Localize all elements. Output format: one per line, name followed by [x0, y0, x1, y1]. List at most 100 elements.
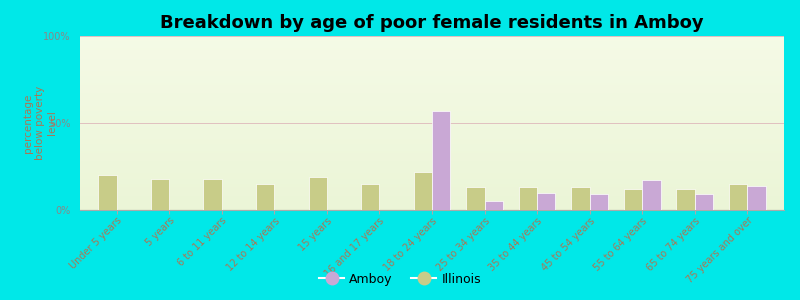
Bar [80, 188, 784, 189]
Bar [80, 100, 784, 102]
Bar [80, 36, 784, 38]
Bar [694, 194, 713, 210]
Bar [80, 46, 784, 48]
Bar [80, 60, 784, 62]
Bar [80, 109, 784, 111]
Bar [80, 201, 784, 203]
Bar [676, 189, 694, 210]
Bar [80, 125, 784, 127]
Bar [80, 172, 784, 173]
Bar [80, 168, 784, 170]
Bar [80, 127, 784, 128]
Bar [80, 156, 784, 158]
Bar [80, 196, 784, 198]
Bar [80, 193, 784, 194]
Bar [80, 80, 784, 81]
Bar [642, 180, 661, 210]
Bar [80, 73, 784, 74]
Bar [80, 137, 784, 139]
Bar [80, 198, 784, 200]
Bar [98, 175, 117, 210]
Bar [80, 38, 784, 40]
Bar [80, 121, 784, 123]
Bar [80, 167, 784, 168]
Bar [80, 81, 784, 83]
Bar [80, 128, 784, 130]
Bar [361, 184, 379, 210]
Bar [80, 203, 784, 205]
Bar [80, 106, 784, 107]
Bar [80, 194, 784, 196]
Bar [80, 71, 784, 73]
Bar [80, 154, 784, 156]
Bar [590, 194, 608, 210]
Bar [80, 140, 784, 142]
Bar [80, 180, 784, 182]
Bar [80, 41, 784, 43]
Bar [80, 175, 784, 177]
Title: Breakdown by age of poor female residents in Amboy: Breakdown by age of poor female resident… [160, 14, 704, 32]
Bar [80, 142, 784, 144]
Bar [80, 90, 784, 92]
Bar [80, 160, 784, 161]
Bar [80, 116, 784, 118]
Bar [80, 48, 784, 50]
Bar [80, 173, 784, 175]
Bar [151, 179, 170, 210]
Bar [80, 123, 784, 125]
Bar [80, 88, 784, 90]
Bar [466, 188, 485, 210]
Bar [80, 147, 784, 149]
Bar [80, 40, 784, 41]
Bar [80, 163, 784, 165]
Bar [80, 111, 784, 112]
Bar [256, 184, 274, 210]
Bar [80, 135, 784, 137]
Bar [80, 132, 784, 134]
Bar [80, 170, 784, 172]
Bar [80, 149, 784, 151]
Bar [80, 53, 784, 55]
Bar [80, 107, 784, 109]
Bar [80, 144, 784, 146]
Bar [80, 177, 784, 179]
Bar [80, 119, 784, 121]
Bar [80, 200, 784, 201]
Bar [80, 165, 784, 167]
Bar [80, 205, 784, 206]
Legend: Amboy, Illinois: Amboy, Illinois [314, 268, 486, 291]
Bar [80, 153, 784, 154]
Bar [80, 55, 784, 57]
Bar [80, 102, 784, 104]
Bar [80, 86, 784, 88]
Bar [80, 93, 784, 95]
Bar [80, 83, 784, 85]
Bar [80, 67, 784, 69]
Bar [80, 66, 784, 67]
Bar [80, 191, 784, 193]
Bar [80, 45, 784, 46]
Bar [80, 208, 784, 210]
Bar [80, 74, 784, 76]
Bar [80, 134, 784, 135]
Bar [571, 188, 590, 210]
Bar [80, 112, 784, 114]
Bar [80, 69, 784, 71]
Bar [80, 95, 784, 97]
Bar [80, 50, 784, 52]
Bar [80, 85, 784, 86]
Bar [747, 186, 766, 210]
Bar [80, 146, 784, 147]
Bar [485, 201, 503, 210]
Bar [80, 139, 784, 140]
Bar [518, 188, 537, 210]
Bar [309, 177, 327, 210]
Bar [729, 184, 747, 210]
Bar [432, 111, 450, 210]
Bar [80, 57, 784, 58]
Bar [537, 193, 555, 210]
Bar [80, 118, 784, 119]
Bar [80, 179, 784, 180]
Bar [80, 64, 784, 66]
Bar [80, 206, 784, 208]
